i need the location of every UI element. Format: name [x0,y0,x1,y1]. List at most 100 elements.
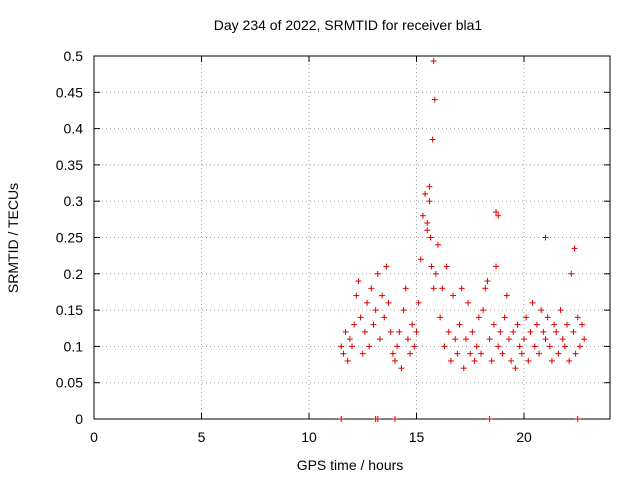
data-point [359,350,366,357]
data-point [564,321,570,328]
data-point [581,336,588,343]
data-point [366,343,373,350]
y-tick-label: 0.35 [56,157,83,173]
data-point [450,292,457,299]
x-tick-label: 15 [409,429,425,445]
y-tick-label: 0.3 [64,193,84,209]
data-point [544,314,551,321]
data-point [478,350,484,357]
data-point [553,328,560,335]
data-point [510,328,517,335]
data-point [570,328,577,335]
data-point [493,263,500,270]
data-point [400,307,407,314]
data-point [419,212,426,219]
data-point [540,328,547,335]
axis-ticks: 0 0.05 0.1 0.15 0.2 0.25 0.3 0.35 0.4 0.45 0.5 0 5 10… [56,48,610,445]
data-point [501,314,508,321]
data-point [430,285,437,292]
chart-title: Day 234 of 2022, SRMTID for receiver bla… [214,17,483,33]
data-point [488,357,495,364]
data-point [349,343,355,350]
data-point [407,350,414,357]
data-point [424,219,431,226]
y-tick-label: 0.4 [64,121,84,137]
data-point [346,336,353,343]
data-point [548,357,555,364]
y-tick-label: 0.05 [56,375,83,391]
data-point [576,343,583,350]
data-point [411,343,418,350]
data-point [503,292,510,299]
data-point [542,336,549,343]
data-point [342,328,349,335]
data-point [480,307,487,314]
data-point [551,321,558,328]
data-point [484,278,491,285]
data-point [357,314,364,321]
data-point [555,350,562,357]
y-tick-label: 0 [75,411,83,427]
data-point [531,343,538,350]
grid-lines [94,56,610,419]
data-point [572,350,579,357]
data-point [574,314,581,321]
data-point [482,285,489,292]
data-point [505,336,512,343]
data-point [427,234,434,241]
data-point [429,136,436,143]
data-point [368,285,375,292]
data-point [374,416,381,422]
data-point [364,299,371,306]
data-point [462,336,469,343]
data-point [383,263,390,270]
data-point [533,321,540,328]
data-point [417,256,424,263]
x-tick-label: 0 [90,429,98,445]
data-point [557,307,564,314]
data-point [385,299,392,306]
data-point [458,285,465,292]
data-point [422,190,429,197]
data-point [353,292,360,299]
data-point [508,357,515,364]
data-point [529,299,536,306]
data-point [398,365,405,372]
data-point [392,357,398,364]
data-point [467,350,474,357]
data-point [571,245,578,252]
data-point [546,343,553,350]
data-point [516,343,523,350]
data-point [568,270,575,277]
data-point [415,299,422,306]
data-point [355,278,362,285]
data-point [396,328,403,335]
data-point [559,336,566,343]
data-point [471,357,478,364]
data-point [344,357,351,364]
data-point [404,336,411,343]
x-tick-label: 5 [198,429,206,445]
data-point [527,328,534,335]
data-point [473,343,480,350]
data-point [460,365,467,372]
data-point [392,416,398,422]
data-point [456,321,463,328]
data-point [431,96,438,103]
data-point [445,328,452,335]
data-point [432,270,439,277]
data-point [374,270,381,277]
data-point [387,328,394,335]
y-tick-label: 0.1 [64,338,84,354]
data-point [512,365,519,372]
data-point [536,350,543,357]
data-point [493,209,500,216]
data-point [465,299,472,306]
data-point [486,336,493,343]
data-point [426,183,433,190]
data-point [338,416,345,422]
data-point [424,227,431,234]
data-point [443,263,450,270]
data-point [579,321,586,328]
